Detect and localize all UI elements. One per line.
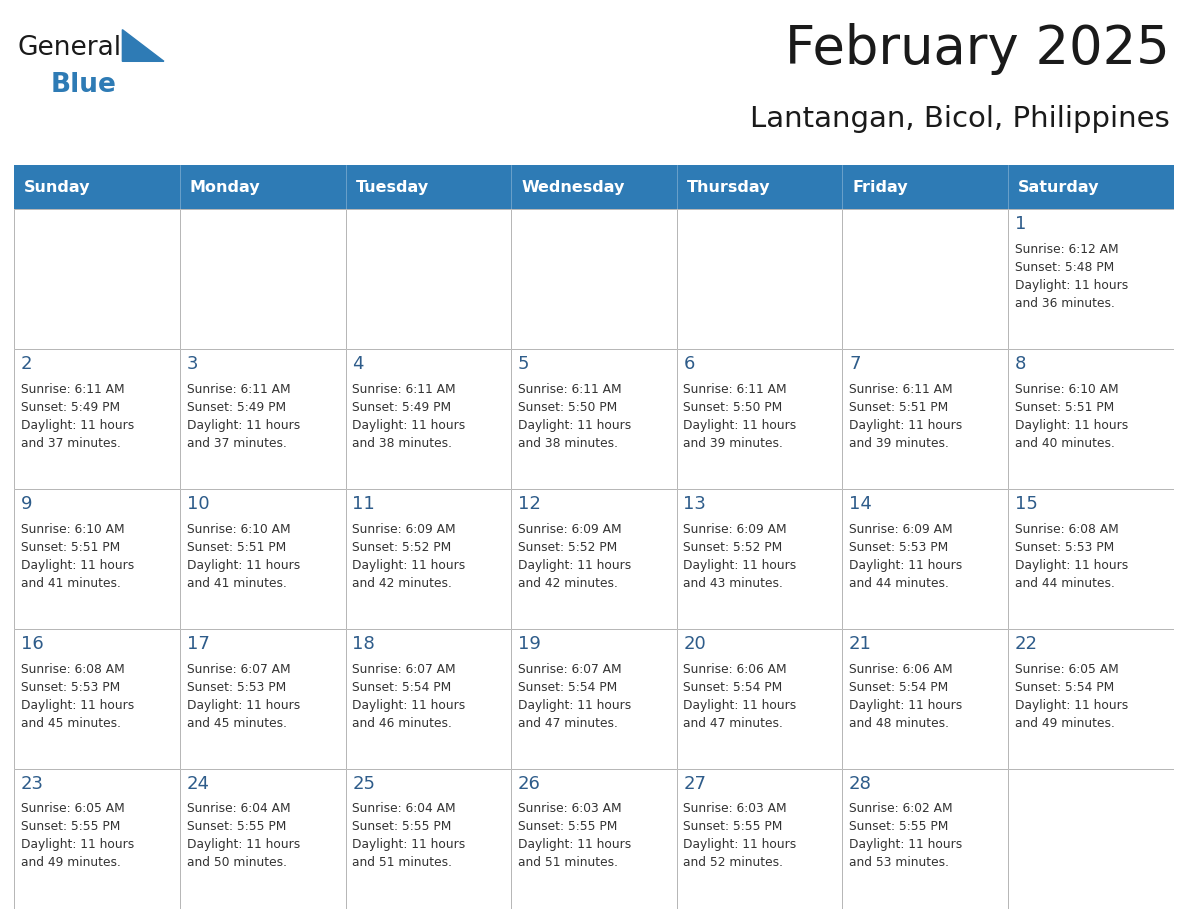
Text: 22: 22 — [1015, 634, 1038, 653]
Text: Sunrise: 6:11 AM
Sunset: 5:50 PM
Daylight: 11 hours
and 38 minutes.: Sunrise: 6:11 AM Sunset: 5:50 PM Dayligh… — [518, 383, 631, 450]
Text: 12: 12 — [518, 495, 541, 513]
Text: 15: 15 — [1015, 495, 1037, 513]
Text: 26: 26 — [518, 775, 541, 792]
Text: 4: 4 — [352, 354, 364, 373]
Text: Friday: Friday — [853, 180, 908, 195]
Text: Sunrise: 6:08 AM
Sunset: 5:53 PM
Daylight: 11 hours
and 45 minutes.: Sunrise: 6:08 AM Sunset: 5:53 PM Dayligh… — [21, 663, 134, 730]
Text: 17: 17 — [187, 634, 209, 653]
Text: 6: 6 — [683, 354, 695, 373]
Polygon shape — [122, 29, 164, 62]
Text: 14: 14 — [849, 495, 872, 513]
Text: General: General — [18, 35, 121, 62]
Text: Sunrise: 6:05 AM
Sunset: 5:54 PM
Daylight: 11 hours
and 49 minutes.: Sunrise: 6:05 AM Sunset: 5:54 PM Dayligh… — [1015, 663, 1127, 730]
Text: Sunrise: 6:07 AM
Sunset: 5:53 PM
Daylight: 11 hours
and 45 minutes.: Sunrise: 6:07 AM Sunset: 5:53 PM Dayligh… — [187, 663, 299, 730]
Text: 9: 9 — [21, 495, 32, 513]
Text: Sunrise: 6:03 AM
Sunset: 5:55 PM
Daylight: 11 hours
and 52 minutes.: Sunrise: 6:03 AM Sunset: 5:55 PM Dayligh… — [683, 802, 797, 869]
Text: Sunrise: 6:12 AM
Sunset: 5:48 PM
Daylight: 11 hours
and 36 minutes.: Sunrise: 6:12 AM Sunset: 5:48 PM Dayligh… — [1015, 243, 1127, 310]
Text: Monday: Monday — [190, 180, 260, 195]
Text: 13: 13 — [683, 495, 707, 513]
Text: Sunrise: 6:08 AM
Sunset: 5:53 PM
Daylight: 11 hours
and 44 minutes.: Sunrise: 6:08 AM Sunset: 5:53 PM Dayligh… — [1015, 522, 1127, 589]
Text: 28: 28 — [849, 775, 872, 792]
Text: Sunrise: 6:11 AM
Sunset: 5:50 PM
Daylight: 11 hours
and 39 minutes.: Sunrise: 6:11 AM Sunset: 5:50 PM Dayligh… — [683, 383, 797, 450]
Text: 5: 5 — [518, 354, 530, 373]
Text: Sunrise: 6:11 AM
Sunset: 5:51 PM
Daylight: 11 hours
and 39 minutes.: Sunrise: 6:11 AM Sunset: 5:51 PM Dayligh… — [849, 383, 962, 450]
Text: Sunrise: 6:09 AM
Sunset: 5:52 PM
Daylight: 11 hours
and 43 minutes.: Sunrise: 6:09 AM Sunset: 5:52 PM Dayligh… — [683, 522, 797, 589]
Text: Sunrise: 6:09 AM
Sunset: 5:53 PM
Daylight: 11 hours
and 44 minutes.: Sunrise: 6:09 AM Sunset: 5:53 PM Dayligh… — [849, 522, 962, 589]
Text: 18: 18 — [352, 634, 375, 653]
Text: Sunday: Sunday — [24, 180, 90, 195]
Text: 7: 7 — [849, 354, 860, 373]
Text: 8: 8 — [1015, 354, 1026, 373]
Text: Sunrise: 6:11 AM
Sunset: 5:49 PM
Daylight: 11 hours
and 37 minutes.: Sunrise: 6:11 AM Sunset: 5:49 PM Dayligh… — [21, 383, 134, 450]
Text: Sunrise: 6:07 AM
Sunset: 5:54 PM
Daylight: 11 hours
and 46 minutes.: Sunrise: 6:07 AM Sunset: 5:54 PM Dayligh… — [352, 663, 466, 730]
Text: Lantangan, Bicol, Philippines: Lantangan, Bicol, Philippines — [751, 106, 1170, 133]
Text: Sunrise: 6:05 AM
Sunset: 5:55 PM
Daylight: 11 hours
and 49 minutes.: Sunrise: 6:05 AM Sunset: 5:55 PM Dayligh… — [21, 802, 134, 869]
Text: 23: 23 — [21, 775, 44, 792]
Text: 27: 27 — [683, 775, 707, 792]
Text: 21: 21 — [849, 634, 872, 653]
Text: 25: 25 — [352, 775, 375, 792]
Text: 19: 19 — [518, 634, 541, 653]
Text: 11: 11 — [352, 495, 375, 513]
Text: 10: 10 — [187, 495, 209, 513]
Text: Sunrise: 6:10 AM
Sunset: 5:51 PM
Daylight: 11 hours
and 41 minutes.: Sunrise: 6:10 AM Sunset: 5:51 PM Dayligh… — [187, 522, 299, 589]
Text: 2: 2 — [21, 354, 32, 373]
Text: Sunrise: 6:11 AM
Sunset: 5:49 PM
Daylight: 11 hours
and 38 minutes.: Sunrise: 6:11 AM Sunset: 5:49 PM Dayligh… — [352, 383, 466, 450]
Text: Thursday: Thursday — [687, 180, 770, 195]
Text: 3: 3 — [187, 354, 198, 373]
Text: 1: 1 — [1015, 215, 1026, 233]
Text: Sunrise: 6:10 AM
Sunset: 5:51 PM
Daylight: 11 hours
and 40 minutes.: Sunrise: 6:10 AM Sunset: 5:51 PM Dayligh… — [1015, 383, 1127, 450]
Text: Sunrise: 6:02 AM
Sunset: 5:55 PM
Daylight: 11 hours
and 53 minutes.: Sunrise: 6:02 AM Sunset: 5:55 PM Dayligh… — [849, 802, 962, 869]
Text: Sunrise: 6:10 AM
Sunset: 5:51 PM
Daylight: 11 hours
and 41 minutes.: Sunrise: 6:10 AM Sunset: 5:51 PM Dayligh… — [21, 522, 134, 589]
Text: Sunrise: 6:06 AM
Sunset: 5:54 PM
Daylight: 11 hours
and 47 minutes.: Sunrise: 6:06 AM Sunset: 5:54 PM Dayligh… — [683, 663, 797, 730]
Text: Wednesday: Wednesday — [522, 180, 625, 195]
Text: Sunrise: 6:04 AM
Sunset: 5:55 PM
Daylight: 11 hours
and 51 minutes.: Sunrise: 6:04 AM Sunset: 5:55 PM Dayligh… — [352, 802, 466, 869]
Text: Blue: Blue — [51, 72, 116, 98]
Text: Sunrise: 6:06 AM
Sunset: 5:54 PM
Daylight: 11 hours
and 48 minutes.: Sunrise: 6:06 AM Sunset: 5:54 PM Dayligh… — [849, 663, 962, 730]
Text: 16: 16 — [21, 634, 44, 653]
Text: Sunrise: 6:04 AM
Sunset: 5:55 PM
Daylight: 11 hours
and 50 minutes.: Sunrise: 6:04 AM Sunset: 5:55 PM Dayligh… — [187, 802, 299, 869]
Text: Sunrise: 6:09 AM
Sunset: 5:52 PM
Daylight: 11 hours
and 42 minutes.: Sunrise: 6:09 AM Sunset: 5:52 PM Dayligh… — [518, 522, 631, 589]
Text: Sunrise: 6:07 AM
Sunset: 5:54 PM
Daylight: 11 hours
and 47 minutes.: Sunrise: 6:07 AM Sunset: 5:54 PM Dayligh… — [518, 663, 631, 730]
Text: Tuesday: Tuesday — [355, 180, 429, 195]
Text: Saturday: Saturday — [1018, 180, 1100, 195]
Text: 24: 24 — [187, 775, 209, 792]
Text: February 2025: February 2025 — [785, 23, 1170, 75]
Text: Sunrise: 6:09 AM
Sunset: 5:52 PM
Daylight: 11 hours
and 42 minutes.: Sunrise: 6:09 AM Sunset: 5:52 PM Dayligh… — [352, 522, 466, 589]
Text: 20: 20 — [683, 634, 706, 653]
Text: Sunrise: 6:03 AM
Sunset: 5:55 PM
Daylight: 11 hours
and 51 minutes.: Sunrise: 6:03 AM Sunset: 5:55 PM Dayligh… — [518, 802, 631, 869]
Text: Sunrise: 6:11 AM
Sunset: 5:49 PM
Daylight: 11 hours
and 37 minutes.: Sunrise: 6:11 AM Sunset: 5:49 PM Dayligh… — [187, 383, 299, 450]
